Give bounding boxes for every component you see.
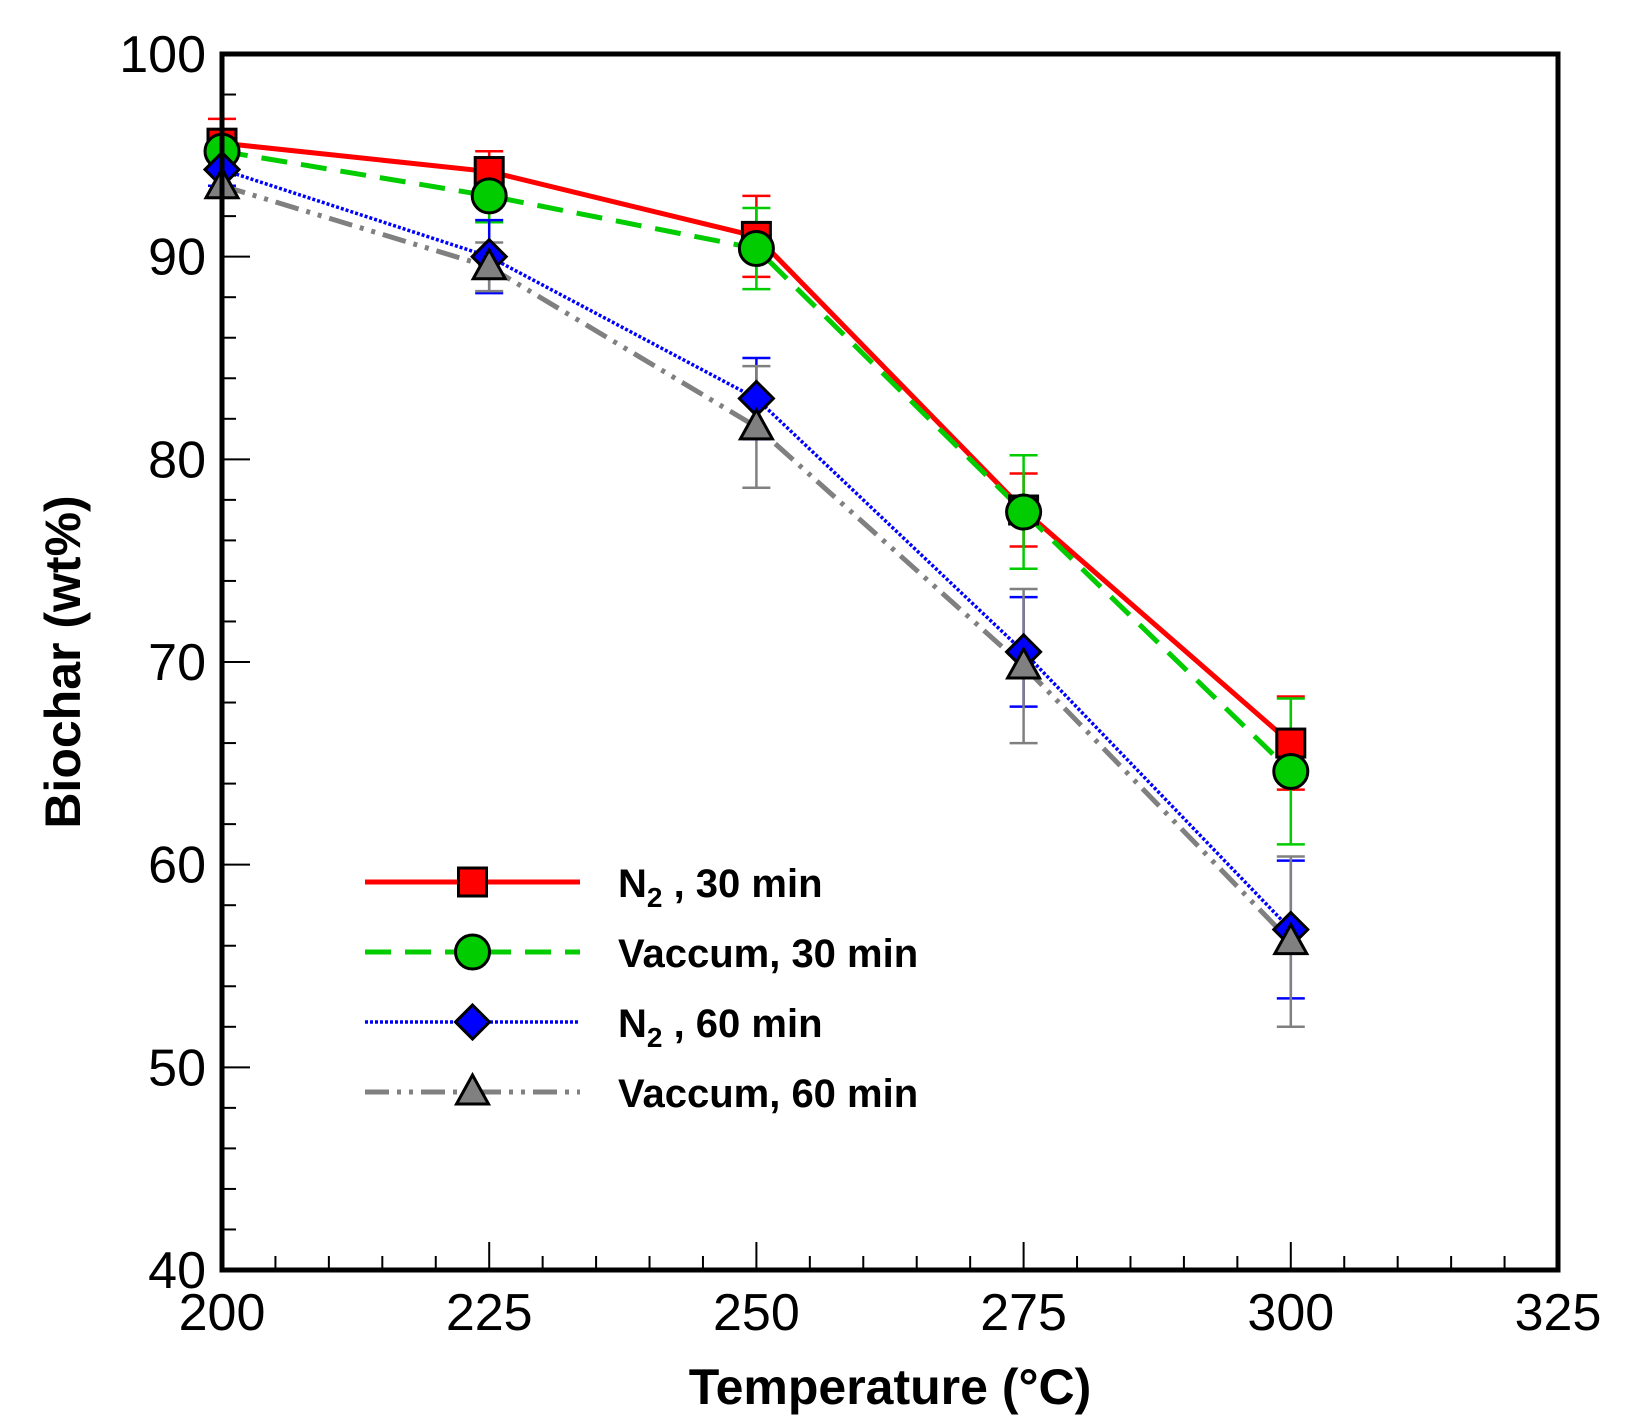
data-markers [202, 127, 1310, 956]
legend-item: Vaccum, 60 min [365, 1071, 918, 1116]
y-tick-label: 90 [148, 229, 206, 287]
legend-marker [453, 1071, 492, 1106]
y-tick-label: 100 [119, 26, 206, 84]
tick-labels: 200 225 250 275 300 325 40 50 60 70 80 90 100 [119, 26, 1601, 1342]
y-tick-label: 70 [148, 634, 206, 692]
y-axis-title: Biochar (wt%) [35, 495, 91, 828]
legend-marker [457, 866, 488, 898]
y-tick-label: 50 [148, 1039, 206, 1097]
legend-item: Vaccum, 30 min [365, 932, 918, 976]
x-tick-label: 225 [446, 1284, 533, 1342]
x-axis-title: Temperature (°C) [689, 1359, 1091, 1415]
x-tick-label: 300 [1247, 1284, 1334, 1342]
data-point [470, 177, 508, 215]
data-point [1005, 493, 1043, 531]
series-line-3 [221, 167, 1293, 931]
y-tick-label: 80 [148, 431, 206, 489]
data-point [737, 406, 775, 441]
legend-label: Vaccum, 30 min [618, 932, 918, 976]
y-tick-label: 60 [148, 837, 206, 895]
plot-frame [219, 51, 1561, 1273]
legend-item: N2 , 30 min [365, 862, 823, 913]
x-tick-label: 325 [1515, 1284, 1602, 1342]
data-point [470, 246, 508, 281]
y-tick-label: 40 [148, 1242, 206, 1300]
data-point [1275, 727, 1307, 759]
data-point [1272, 752, 1310, 790]
x-tick-label: 200 [179, 1284, 266, 1342]
data-point [1005, 645, 1043, 680]
legend-marker [453, 1002, 492, 1042]
legend-item: N2 , 60 min [365, 1002, 823, 1053]
legend-marker [454, 933, 491, 971]
x-tick-label: 275 [980, 1284, 1067, 1342]
x-tick-label: 250 [713, 1284, 800, 1342]
series-line-4 [221, 183, 1293, 944]
data-point [1272, 921, 1310, 956]
legend-label: N2 , 60 min [618, 1002, 823, 1053]
legend: N2 , 30 min Vaccum, 30 min N2 , 60 min Vacc… [365, 862, 918, 1116]
legend-label: Vaccum, 60 min [618, 1072, 918, 1116]
legend-label: N2 , 30 min [618, 862, 823, 913]
data-point [737, 230, 775, 268]
